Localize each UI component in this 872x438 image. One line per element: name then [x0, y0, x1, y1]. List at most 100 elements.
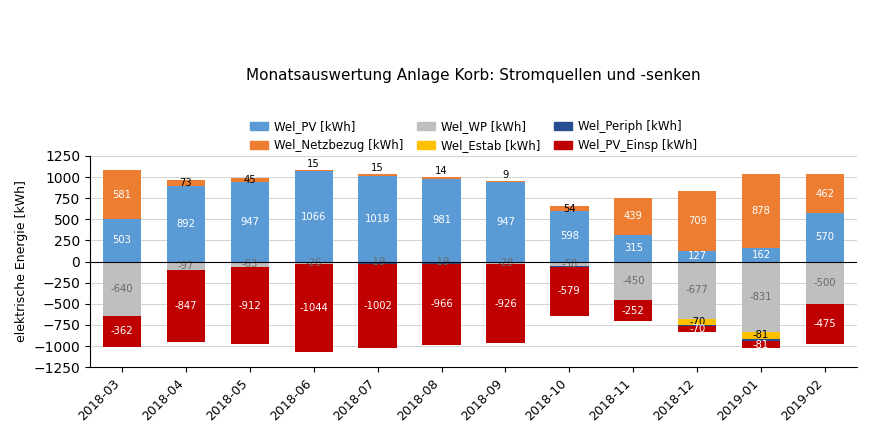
- Bar: [295, 170, 333, 172]
- Bar: [806, 304, 844, 344]
- Text: 981: 981: [432, 215, 451, 225]
- Bar: [358, 174, 397, 176]
- Bar: [742, 339, 780, 341]
- Text: -450: -450: [622, 276, 644, 286]
- Text: -831: -831: [750, 292, 773, 302]
- Text: -26: -26: [305, 258, 322, 268]
- Bar: [742, 341, 780, 348]
- Bar: [742, 248, 780, 261]
- Text: -677: -677: [686, 285, 709, 295]
- Text: -1044: -1044: [299, 304, 328, 313]
- Bar: [550, 267, 589, 316]
- Text: -70: -70: [689, 317, 705, 327]
- Text: -58: -58: [562, 259, 577, 269]
- Bar: [678, 326, 717, 332]
- Bar: [230, 261, 269, 267]
- Bar: [422, 179, 460, 261]
- Bar: [167, 270, 205, 342]
- Bar: [678, 261, 717, 319]
- Bar: [230, 178, 269, 181]
- Text: 54: 54: [563, 204, 576, 214]
- Bar: [806, 174, 844, 213]
- Text: 9: 9: [502, 170, 508, 180]
- Text: -500: -500: [814, 278, 836, 288]
- Bar: [550, 266, 589, 267]
- Text: -362: -362: [111, 326, 133, 336]
- Text: 15: 15: [307, 159, 320, 169]
- Bar: [487, 264, 525, 265]
- Bar: [167, 180, 205, 186]
- Bar: [103, 316, 141, 347]
- Text: 45: 45: [243, 175, 256, 185]
- Bar: [550, 206, 589, 211]
- Bar: [295, 172, 333, 261]
- Text: 892: 892: [176, 219, 195, 229]
- Text: 15: 15: [371, 163, 384, 173]
- Bar: [614, 235, 652, 261]
- Bar: [614, 300, 652, 321]
- Bar: [550, 211, 589, 261]
- Text: -475: -475: [814, 319, 836, 329]
- Text: -97: -97: [178, 261, 194, 271]
- Bar: [806, 213, 844, 261]
- Bar: [806, 261, 844, 304]
- Text: -579: -579: [558, 286, 581, 297]
- Text: -252: -252: [622, 306, 644, 316]
- Bar: [742, 174, 780, 248]
- Bar: [422, 263, 460, 264]
- Text: -28: -28: [497, 258, 514, 268]
- Bar: [295, 261, 333, 264]
- Text: 127: 127: [688, 251, 707, 261]
- Text: 462: 462: [815, 189, 835, 199]
- Bar: [422, 261, 460, 263]
- Y-axis label: elektrische Energie [kWh]: elektrische Energie [kWh]: [15, 180, 28, 343]
- Text: 709: 709: [688, 216, 706, 226]
- Bar: [742, 332, 780, 339]
- Bar: [230, 267, 269, 344]
- Text: 73: 73: [180, 178, 192, 188]
- Text: -19: -19: [433, 258, 450, 267]
- Bar: [487, 181, 525, 261]
- Bar: [103, 219, 141, 261]
- Text: -640: -640: [111, 283, 133, 293]
- Bar: [422, 264, 460, 345]
- Text: -1002: -1002: [364, 301, 392, 311]
- Bar: [422, 177, 460, 179]
- Text: 439: 439: [623, 212, 643, 221]
- Text: -19: -19: [370, 258, 385, 267]
- Legend: Wel_PV [kWh], Wel_Netzbezug [kWh], Wel_WP [kWh], Wel_Estab [kWh], Wel_Periph [kW: Wel_PV [kWh], Wel_Netzbezug [kWh], Wel_W…: [245, 115, 702, 157]
- Title: Monatsauswertung Anlage Korb: Stromquellen und -senken: Monatsauswertung Anlage Korb: Stromquell…: [246, 67, 701, 82]
- Text: -966: -966: [430, 300, 453, 310]
- Bar: [487, 265, 525, 343]
- Bar: [167, 186, 205, 261]
- Text: 581: 581: [112, 190, 132, 200]
- Bar: [487, 261, 525, 264]
- Bar: [103, 170, 141, 219]
- Text: -81: -81: [753, 330, 769, 340]
- Bar: [295, 264, 333, 353]
- Bar: [358, 263, 397, 264]
- Text: -81: -81: [753, 339, 769, 350]
- Text: 947: 947: [241, 216, 259, 226]
- Text: -63: -63: [242, 259, 258, 269]
- Bar: [742, 261, 780, 332]
- Text: 1066: 1066: [301, 212, 326, 222]
- Text: 598: 598: [560, 231, 579, 241]
- Text: 315: 315: [623, 243, 643, 253]
- Bar: [358, 264, 397, 348]
- Bar: [678, 319, 717, 325]
- Text: 1018: 1018: [365, 214, 391, 223]
- Bar: [678, 325, 717, 326]
- Bar: [230, 181, 269, 261]
- Bar: [358, 176, 397, 261]
- Text: -926: -926: [494, 299, 517, 308]
- Bar: [614, 198, 652, 235]
- Text: -70: -70: [689, 324, 705, 334]
- Bar: [103, 261, 141, 316]
- Text: 503: 503: [112, 235, 132, 245]
- Text: 14: 14: [435, 166, 448, 177]
- Bar: [678, 191, 717, 251]
- Text: 947: 947: [496, 216, 515, 226]
- Text: 162: 162: [752, 250, 771, 260]
- Text: -847: -847: [174, 301, 197, 311]
